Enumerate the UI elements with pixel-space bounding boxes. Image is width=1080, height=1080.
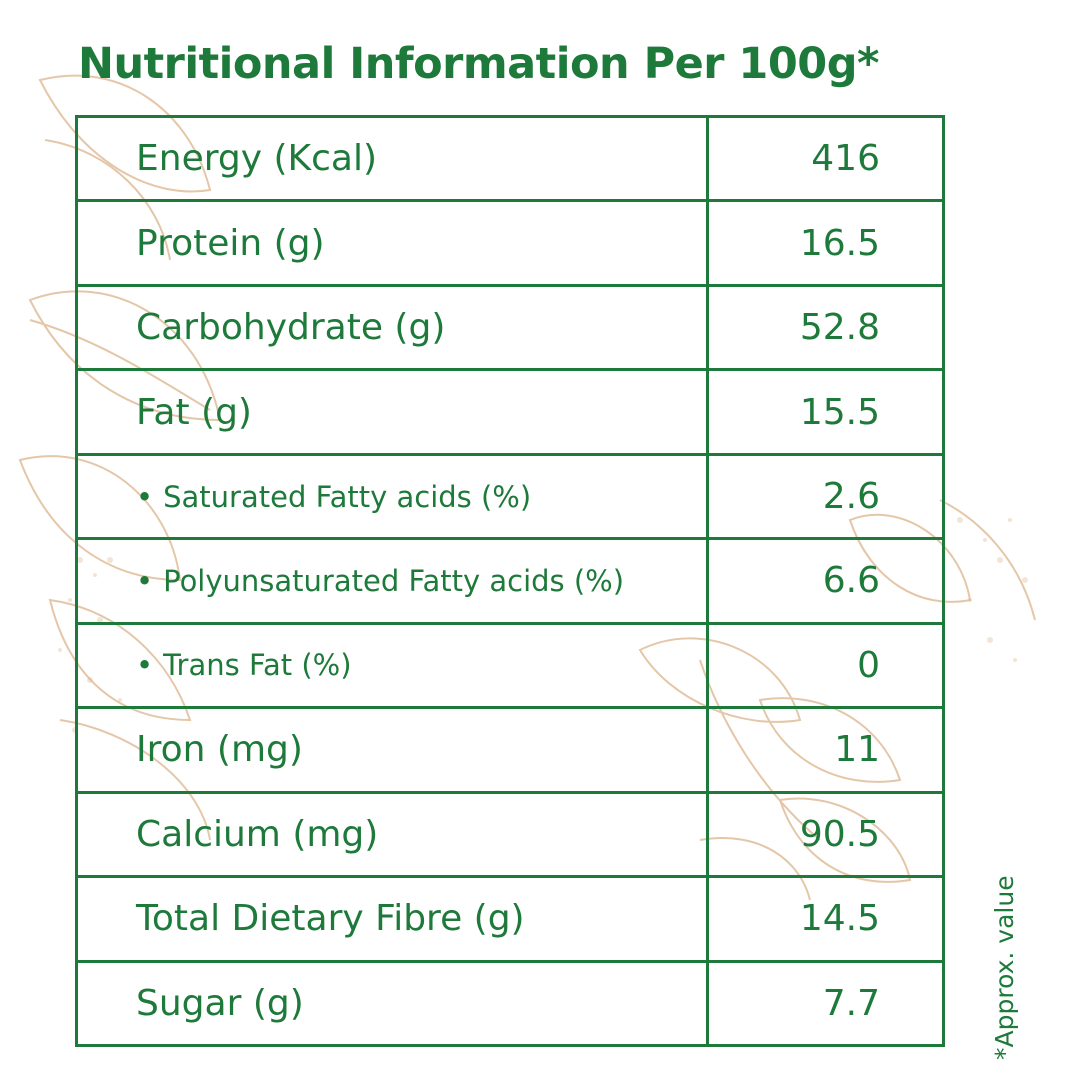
nutrient-label: Energy (Kcal) <box>136 138 378 180</box>
nutrient-value: 90.5 <box>705 790 946 879</box>
nutrient-value: 7.7 <box>705 959 946 1048</box>
nutrient-value: 16.5 <box>705 199 946 287</box>
nutrient-label-cell: Carbohydrate (g) <box>75 283 709 372</box>
nutrient-label-cell: Calcium (mg) <box>75 790 709 879</box>
table-row: Iron (mg) 11 <box>75 706 946 794</box>
table-row: • Saturated Fatty acids (%) 2.6 <box>75 452 946 541</box>
nutrient-label-cell: Total Dietary Fibre (g) <box>75 875 709 963</box>
nutrient-value: 416 <box>705 114 946 203</box>
bullet-icon: • <box>136 648 154 683</box>
nutrient-value: 2.6 <box>705 452 946 541</box>
nutrition-table: Energy (Kcal) 416 Protein (g) 16.5 Carbohydr… <box>75 114 946 1048</box>
nutrition-table-body: Energy (Kcal) 416 Protein (g) 16.5 Carbohydr… <box>75 114 946 1048</box>
nutrient-value: 6.6 <box>705 537 946 625</box>
nutrient-label-cell: Protein (g) <box>75 199 709 287</box>
nutrient-label-cell: • Trans Fat (%) <box>75 621 709 710</box>
table-row: Total Dietary Fibre (g) 14.5 <box>75 875 946 963</box>
nutrient-label-cell: • Polyunsaturated Fatty acids (%) <box>75 537 709 625</box>
table-row: Fat (g) 15.5 <box>75 368 946 456</box>
table-row: Calcium (mg) 90.5 <box>75 790 946 879</box>
bullet-icon: • <box>136 563 154 598</box>
table-row: Energy (Kcal) 416 <box>75 114 946 203</box>
nutrient-label-cell: Fat (g) <box>75 368 709 456</box>
nutrient-value: 14.5 <box>705 875 946 963</box>
nutrient-value: 0 <box>705 621 946 710</box>
table-row: Protein (g) 16.5 <box>75 199 946 287</box>
nutrient-label-cell: Sugar (g) <box>75 959 709 1048</box>
table-row: • Trans Fat (%) 0 <box>75 621 946 710</box>
nutrient-label: Protein (g) <box>136 222 325 264</box>
nutrient-value: 11 <box>705 706 946 794</box>
nutrient-label: Saturated Fatty acids (%) <box>163 479 532 514</box>
page-title: Nutritional Information Per 100g* <box>78 39 879 89</box>
bullet-icon: • <box>136 479 154 514</box>
table-row: Sugar (g) 7.7 <box>75 959 946 1048</box>
nutrient-label: Sugar (g) <box>136 982 304 1024</box>
nutrient-label: Trans Fat (%) <box>163 648 352 683</box>
nutrient-label-cell: Energy (Kcal) <box>75 114 709 203</box>
nutrient-value: 52.8 <box>705 283 946 372</box>
nutrient-label: Calcium (mg) <box>136 813 379 855</box>
table-row: Carbohydrate (g) 52.8 <box>75 283 946 372</box>
approx-value-footnote: *Approx. value <box>990 875 1019 1060</box>
nutrient-label: Polyunsaturated Fatty acids (%) <box>163 563 625 598</box>
nutrient-label: Carbohydrate (g) <box>136 307 446 349</box>
nutrient-label: Total Dietary Fibre (g) <box>136 898 525 940</box>
table-row: • Polyunsaturated Fatty acids (%) 6.6 <box>75 537 946 625</box>
nutrient-label-cell: Iron (mg) <box>75 706 709 794</box>
nutrient-label: Iron (mg) <box>136 729 303 771</box>
nutrient-label: Fat (g) <box>136 391 252 433</box>
nutrient-value: 15.5 <box>705 368 946 456</box>
nutrient-label-cell: • Saturated Fatty acids (%) <box>75 452 709 541</box>
